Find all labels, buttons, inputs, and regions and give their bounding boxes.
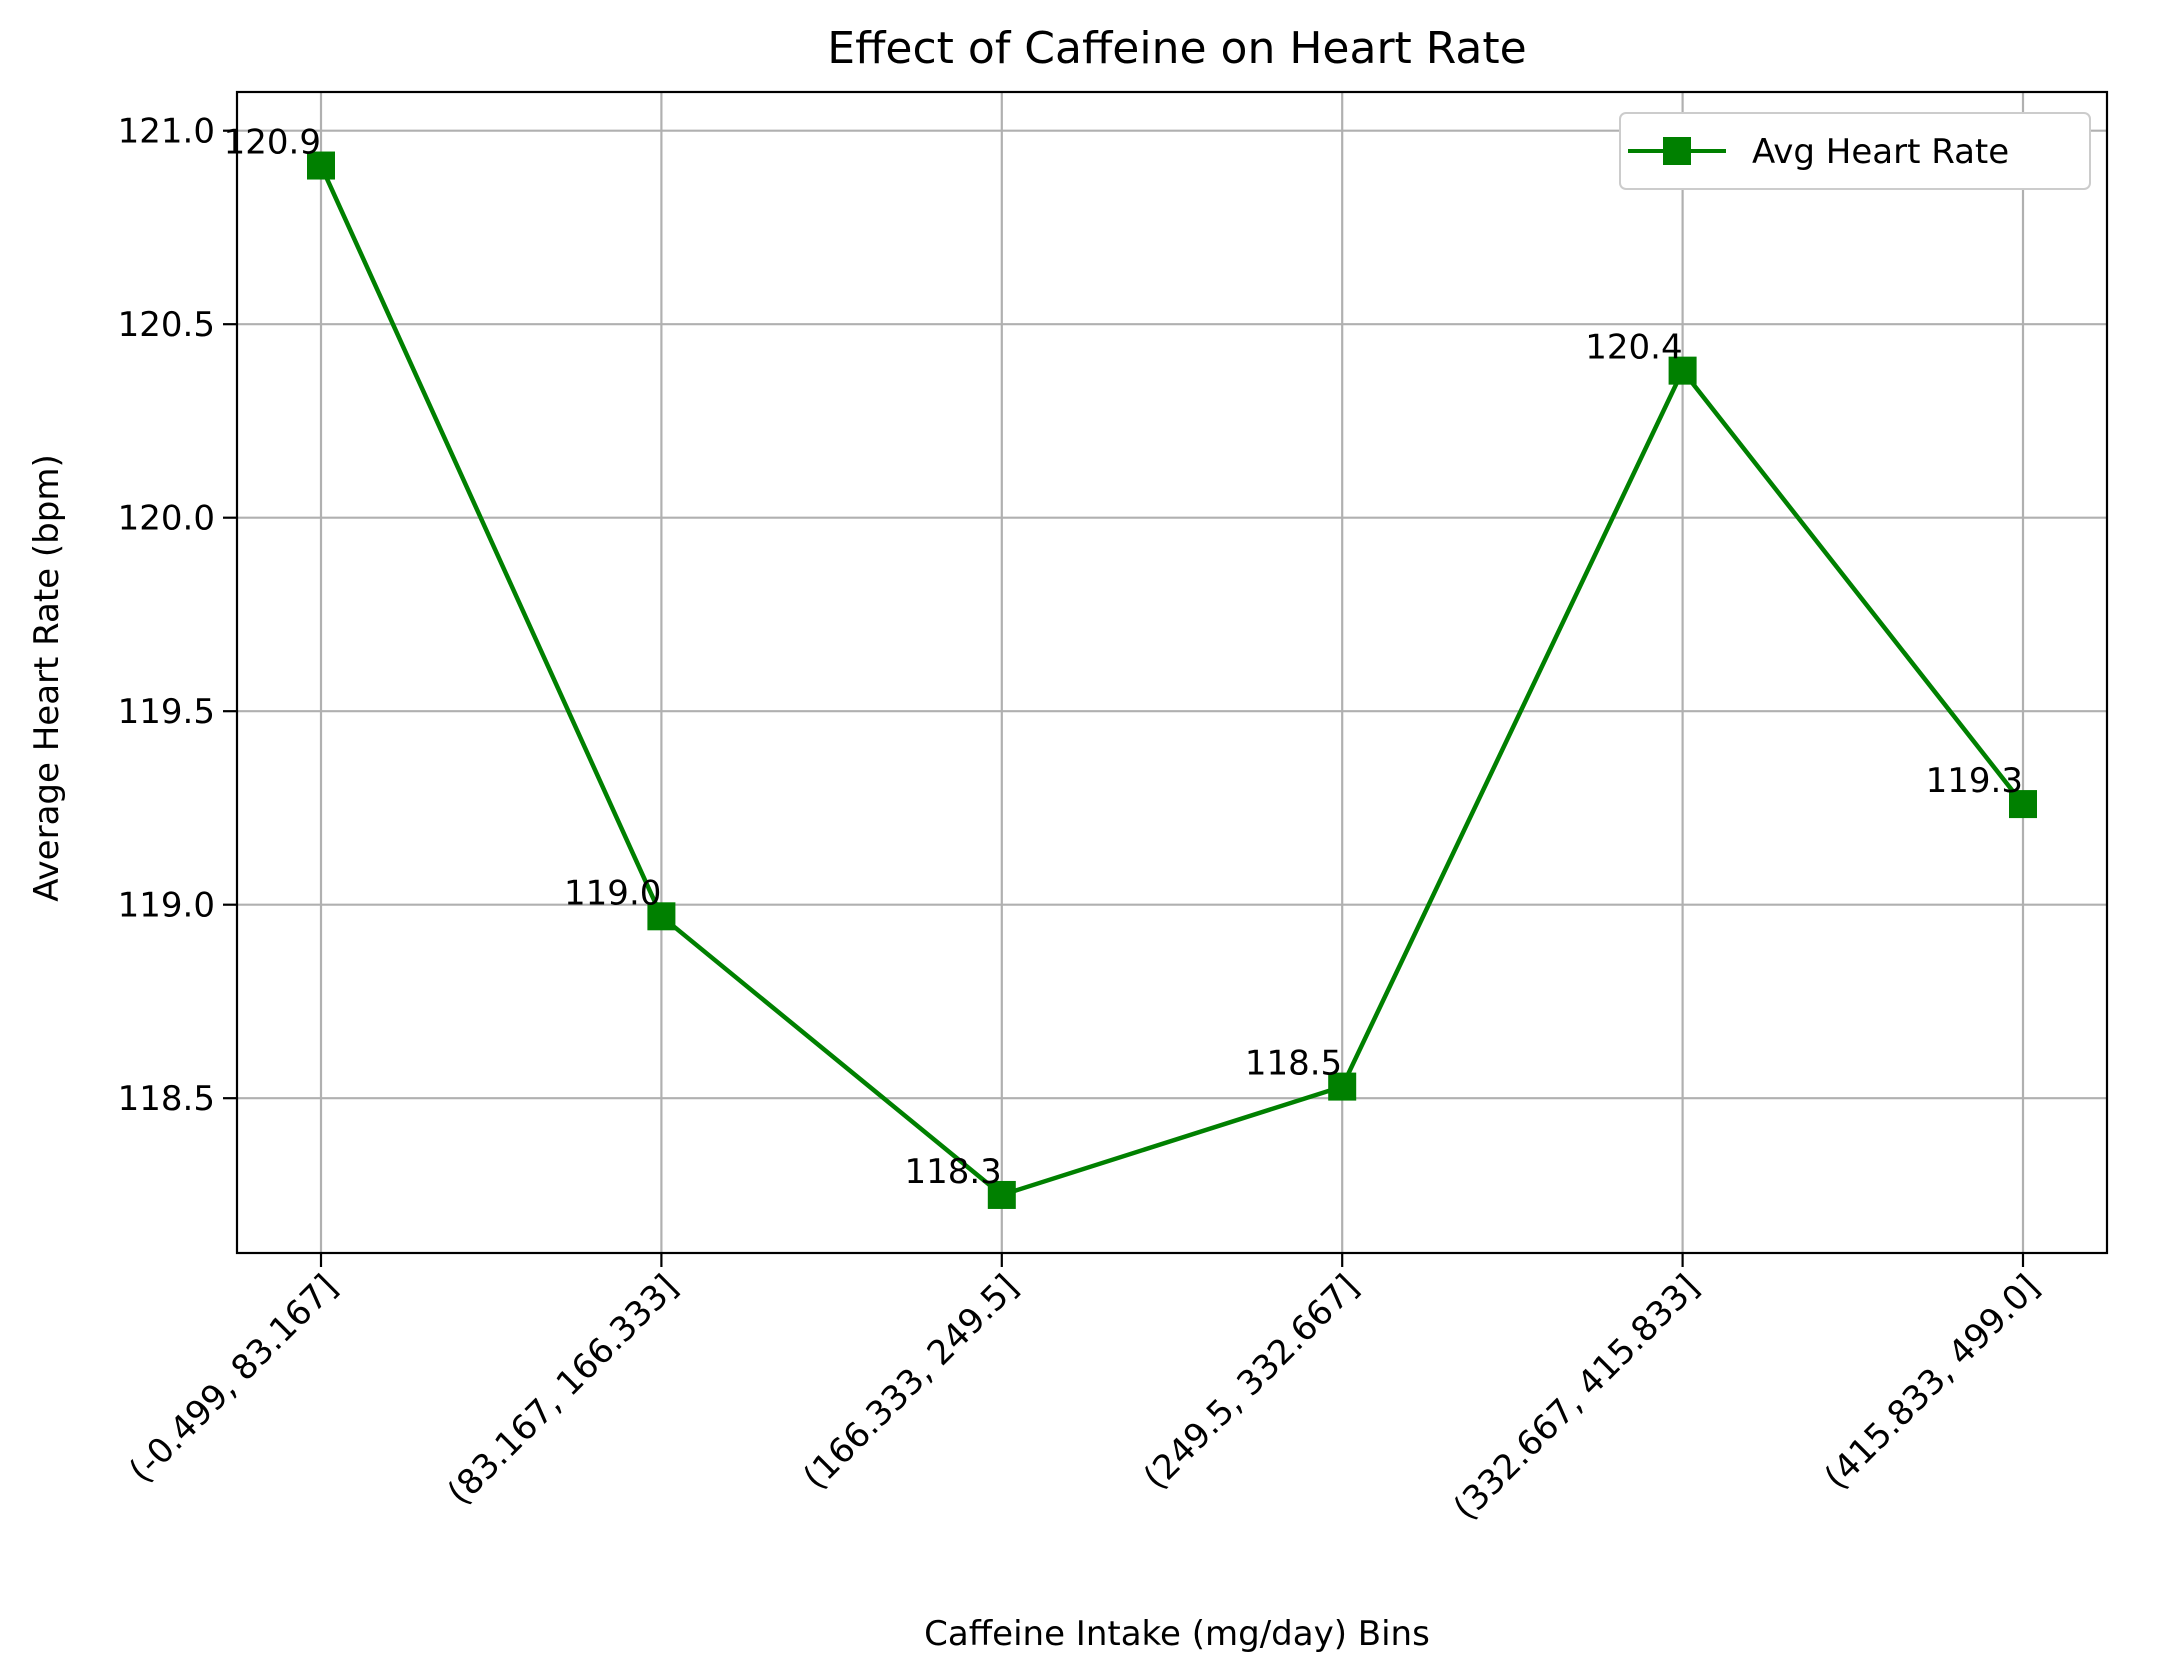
y-tick-label: 118.5 (118, 1079, 215, 1119)
data-labels: 120.9 119.0 118.3 118.5 120.4 119.3 (224, 123, 2023, 1192)
chart-title: Effect of Caffeine on Heart Rate (827, 23, 1526, 74)
data-label: 119.0 (564, 873, 661, 913)
axes-layer (235, 90, 2109, 1255)
data-point-marker (647, 902, 676, 931)
data-label: 120.9 (224, 123, 321, 163)
legend-label: Avg Heart Rate (1752, 132, 2009, 172)
legend-box (1619, 112, 2091, 190)
data-label: 118.5 (1245, 1044, 1342, 1084)
y-axis-ticks: 118.5 119.0 119.5 120.0 120.5 121.0 (118, 112, 237, 1119)
series-line (318, 164, 2025, 1198)
data-point-marker (987, 1180, 1016, 1209)
data-label: 120.4 (1585, 328, 1682, 368)
series-layer (307, 151, 2037, 1209)
plot-area-frame (235, 90, 2109, 1255)
data-point-marker (1668, 356, 1697, 385)
data-label: 119.3 (1926, 761, 2023, 801)
y-tick-label: 119.5 (118, 692, 215, 732)
x-axis-label: Caffeine Intake (mg/day) Bins (924, 1614, 1430, 1654)
legend: Avg Heart Rate (1619, 112, 2091, 190)
y-tick-label: 119.0 (118, 886, 215, 926)
data-point-marker (2009, 790, 2037, 819)
y-axis-label: Average Heart Rate (bpm) (27, 454, 67, 901)
data-point-marker (307, 151, 335, 180)
legend-marker-swatch (1663, 137, 1691, 165)
y-tick-label: 120.5 (118, 305, 215, 345)
data-point-marker (1328, 1072, 1357, 1101)
y-tick-label: 121.0 (118, 112, 215, 152)
y-tick-label: 120.0 (118, 499, 215, 539)
data-label: 118.3 (904, 1152, 1001, 1192)
